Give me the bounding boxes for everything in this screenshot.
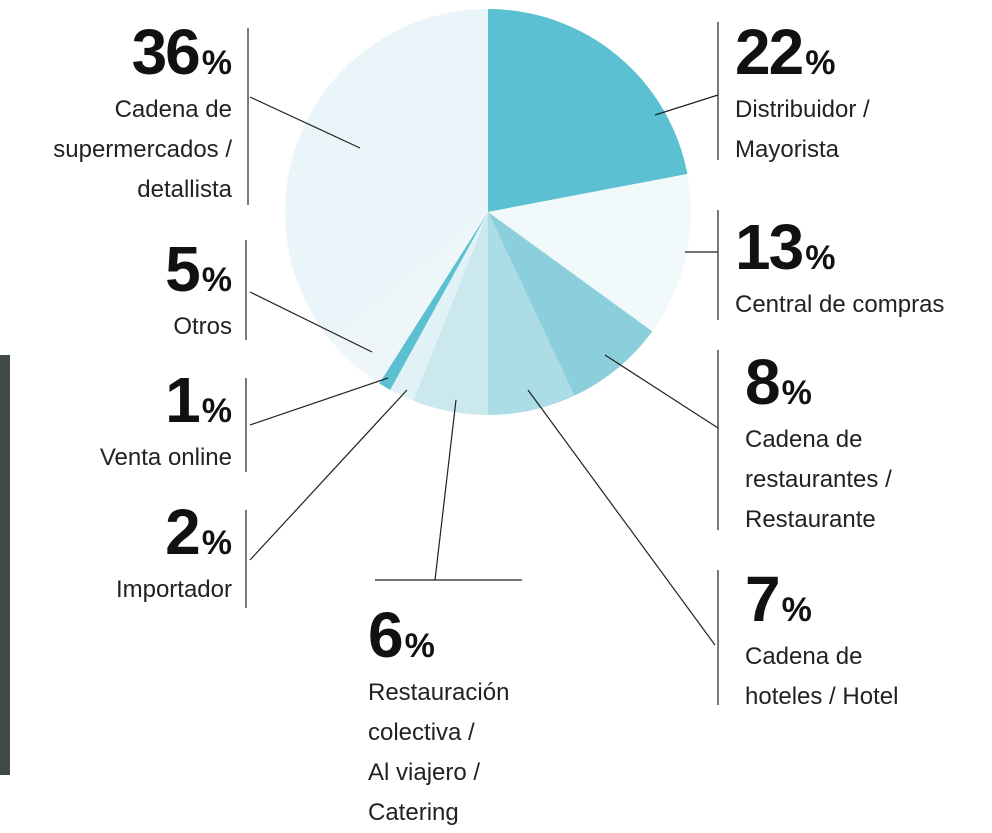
value-label: 8% [745,345,892,420]
category-label: Restauración colectiva / Al viajero / Ca… [368,673,509,833]
leader-line [655,95,718,115]
slice-label: 1%Venta online [100,363,232,478]
category-label: Otros [165,307,232,347]
category-label: Cadena de supermercados / detallista [53,90,232,210]
leader-line [605,355,718,428]
leader-line [250,390,407,560]
leader-line [435,400,456,580]
value-label: 22% [735,15,870,90]
slice-label: 36%Cadena de supermercados / detallista [53,15,232,210]
leader-line [528,390,715,645]
page: {"chart_data": {"type": "pie", "categori… [0,0,992,818]
category-label: Distribuidor / Mayorista [735,90,870,170]
category-label: Importador [116,570,232,610]
value-label: 1% [100,363,232,438]
value-label: 13% [735,210,944,285]
category-label: Venta online [100,438,232,478]
category-label: Cadena de hoteles / Hotel [745,637,898,717]
photo-edge [0,355,10,775]
slice-label: 8%Cadena de restaurantes / Restaurante [745,345,892,540]
value-label: 36% [53,15,232,90]
slice-label: 7%Cadena de hoteles / Hotel [745,562,898,717]
category-label: Central de compras [735,285,944,325]
value-label: 6% [368,598,509,673]
slice-label: 5%Otros [165,232,232,347]
value-label: 2% [116,495,232,570]
leader-line [250,378,388,425]
value-label: 5% [165,232,232,307]
slice-label: 22%Distribuidor / Mayorista [735,15,870,170]
category-label: Cadena de restaurantes / Restaurante [745,420,892,540]
value-label: 7% [745,562,898,637]
slice-label: 13%Central de compras [735,210,944,325]
slice-label: 6%Restauración colectiva / Al viajero / … [368,598,509,833]
slice-label: 2%Importador [116,495,232,610]
